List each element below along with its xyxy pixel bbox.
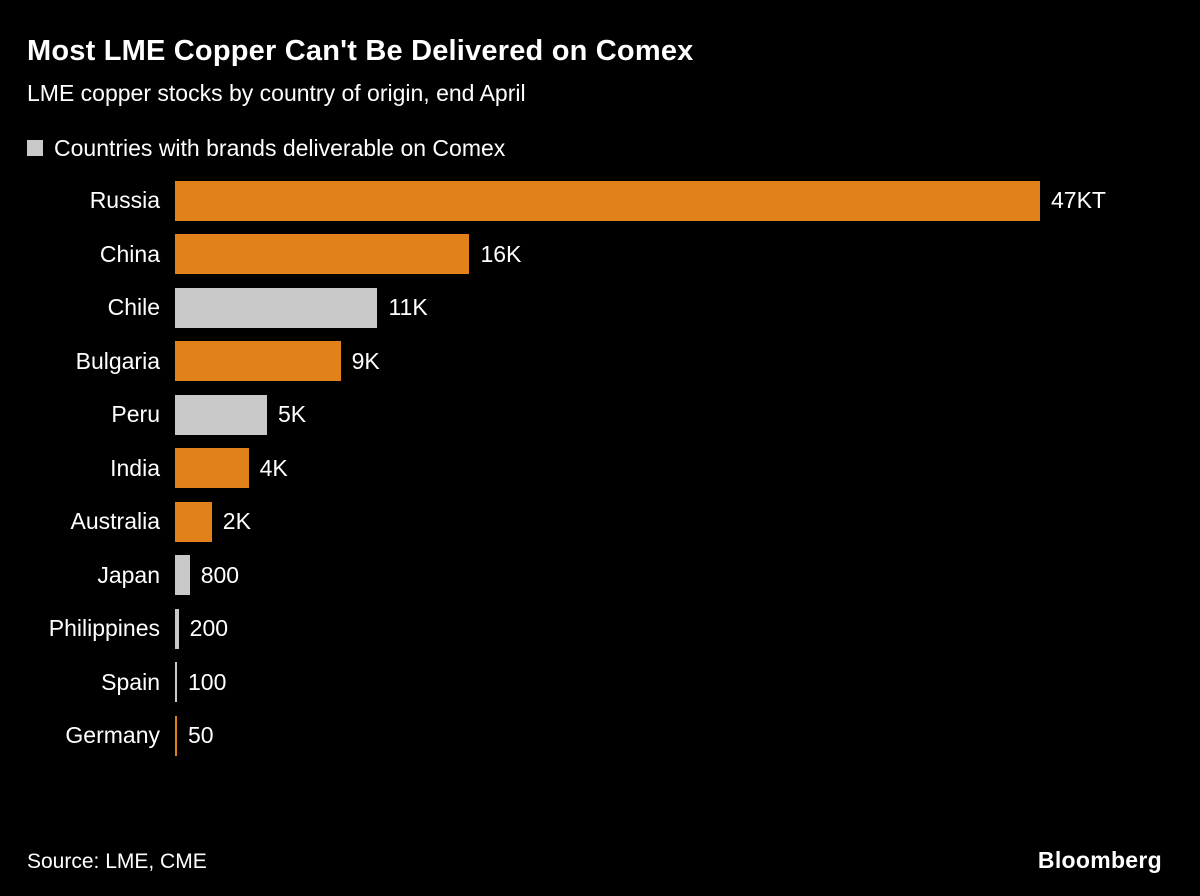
category-label: Chile: [107, 294, 160, 321]
bar-row: Philippines 200: [27, 602, 1160, 656]
bar: [175, 448, 249, 489]
bar: [175, 394, 268, 435]
bar: [175, 341, 341, 382]
category-label: Australia: [70, 508, 160, 535]
bar-track: 100: [175, 662, 1040, 703]
bar: [175, 608, 179, 649]
bar: [175, 662, 177, 703]
category-label: China: [99, 240, 160, 267]
value-label: 4K: [259, 454, 288, 481]
bar-track: 11K: [175, 287, 1040, 328]
bar: [175, 501, 212, 542]
bar-row: Chile 11K: [27, 281, 1160, 335]
legend-swatch-icon: [27, 140, 43, 157]
value-label: 11K: [388, 294, 428, 321]
bar: [175, 180, 1040, 221]
category-label: Spain: [101, 668, 160, 695]
value-label: 9K: [351, 347, 380, 374]
category-label: Peru: [111, 401, 160, 428]
bar: [175, 234, 470, 275]
category-label: Bulgaria: [75, 347, 160, 374]
bar: [175, 287, 378, 328]
value-label: 50: [188, 722, 214, 749]
bar-row: Germany 50: [27, 709, 1160, 763]
value-label: 2K: [222, 508, 251, 535]
legend-label: Countries with brands deliverable on Com…: [54, 134, 506, 161]
category-label: Germany: [65, 722, 160, 749]
bar-row: India 4K: [27, 441, 1160, 495]
page-subtitle: LME copper stocks by country of origin, …: [27, 79, 526, 106]
bar-track: 200: [175, 608, 1040, 649]
category-label: India: [110, 454, 160, 481]
bloomberg-logo: Bloomberg: [1037, 847, 1162, 873]
bar-track: 2K: [175, 501, 1040, 542]
page-title: Most LME Copper Can't Be Delivered on Co…: [27, 35, 694, 67]
bar: [175, 715, 177, 756]
category-label: Japan: [97, 561, 160, 588]
bar-row: Russia 47KT: [27, 174, 1160, 228]
bar: [175, 555, 190, 596]
value-label: 47KT: [1051, 187, 1106, 214]
bar-track: 50: [175, 715, 1040, 756]
bar-row: Bulgaria 9K: [27, 334, 1160, 388]
value-label: 200: [189, 615, 229, 642]
value-label: 5K: [278, 401, 307, 428]
bar-track: 5K: [175, 394, 1040, 435]
bar-row: Australia 2K: [27, 495, 1160, 549]
source-note: Source: LME, CME: [27, 850, 207, 873]
bar-track: 800: [175, 555, 1040, 596]
bar-chart: Russia 47KT China 16K Chile 11K Bulgaria…: [27, 174, 1160, 763]
bar-track: 16K: [175, 234, 1040, 275]
bar-row: Japan 800: [27, 548, 1160, 602]
bar-track: 47KT: [175, 180, 1106, 221]
category-label: Philippines: [48, 615, 160, 642]
bar-track: 9K: [175, 341, 1040, 382]
value-label: 16K: [480, 240, 522, 267]
value-label: 800: [200, 561, 240, 588]
bar-row: China 16K: [27, 227, 1160, 281]
legend: Countries with brands deliverable on Com…: [27, 135, 1160, 162]
category-label: Russia: [89, 187, 160, 214]
value-label: 100: [188, 668, 227, 695]
bar-row: Spain 100: [27, 655, 1160, 709]
bar-track: 4K: [175, 448, 1040, 489]
bar-row: Peru 5K: [27, 388, 1160, 442]
